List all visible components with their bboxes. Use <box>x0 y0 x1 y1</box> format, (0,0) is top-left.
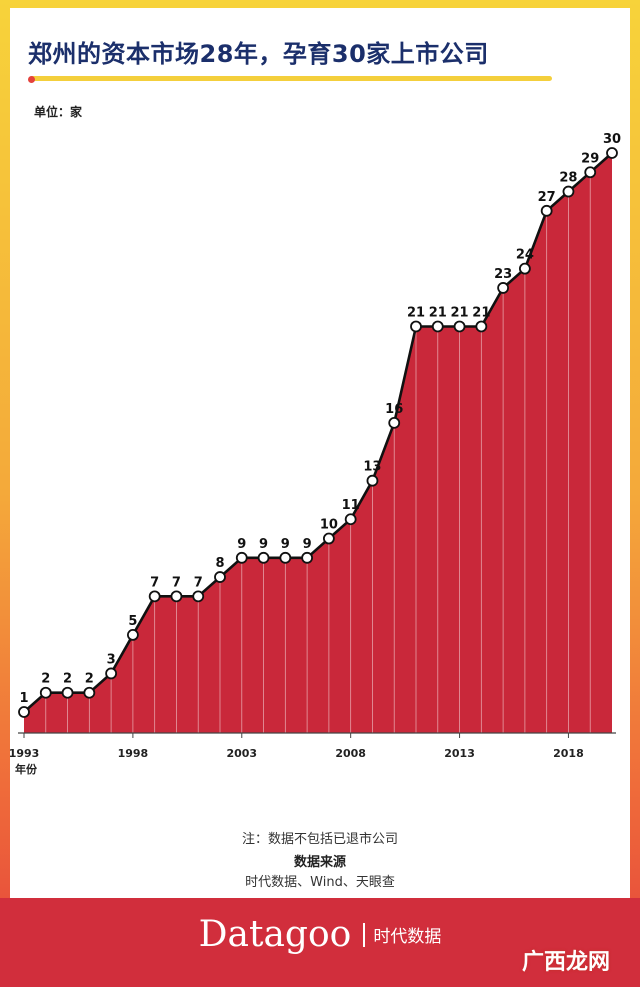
x-tick-label: 1998 <box>118 747 149 760</box>
data-point <box>257 551 270 564</box>
data-label: 2 <box>63 672 72 687</box>
title-underline-dot <box>28 76 35 83</box>
brand-name: Datagoo <box>198 914 352 955</box>
data-point <box>279 551 292 564</box>
source-text: 时代数据、Wind、天眼查 <box>245 875 395 890</box>
data-label: 28 <box>559 171 577 186</box>
data-point <box>562 185 575 198</box>
data-point <box>214 571 226 583</box>
data-point <box>497 282 510 294</box>
data-point <box>83 686 96 699</box>
footer-bar <box>0 898 640 987</box>
data-point <box>105 667 118 680</box>
data-label: 2 <box>41 672 50 687</box>
data-label: 9 <box>237 537 246 552</box>
data-label: 13 <box>363 460 381 475</box>
unit-label: 单位：家 <box>34 105 83 119</box>
data-label: 24 <box>516 248 534 263</box>
data-label: 21 <box>407 305 425 320</box>
data-label: 10 <box>320 518 338 533</box>
data-point <box>606 147 618 159</box>
data-label: 16 <box>385 402 403 417</box>
data-label: 21 <box>472 305 490 320</box>
brand-divider <box>363 922 366 947</box>
data-label: 7 <box>150 575 159 590</box>
title-underline <box>30 76 552 81</box>
data-label: 29 <box>581 151 599 166</box>
data-point <box>192 590 205 603</box>
data-point <box>344 513 357 526</box>
data-point <box>170 590 183 603</box>
data-label: 9 <box>281 537 290 552</box>
data-label: 7 <box>194 575 203 590</box>
data-point <box>584 166 597 179</box>
x-tick-label: 2018 <box>553 747 584 760</box>
data-label: 27 <box>538 190 556 205</box>
data-label: 8 <box>215 556 224 571</box>
data-label: 23 <box>494 267 512 282</box>
data-point <box>453 320 466 333</box>
brand-logo: Datagoo 时代数据 <box>0 914 640 955</box>
data-point <box>540 204 553 217</box>
data-label: 2 <box>85 672 94 687</box>
data-point <box>148 590 161 603</box>
data-label: 7 <box>172 575 181 590</box>
x-axis-label: 年份 <box>15 762 38 776</box>
data-point <box>301 551 314 564</box>
data-label: 5 <box>128 614 137 629</box>
data-point <box>410 320 422 333</box>
data-point <box>388 416 401 429</box>
x-tick-label: 2008 <box>335 747 366 760</box>
watermark: 广西龙网 <box>521 950 610 975</box>
data-point <box>322 532 335 545</box>
data-point <box>126 628 139 641</box>
chart-title: 郑州的资本市场28年，孕育30家上市公司 <box>28 40 489 68</box>
data-point <box>39 686 52 699</box>
data-label: 9 <box>303 537 312 552</box>
data-label: 11 <box>342 498 360 513</box>
data-point <box>366 474 379 487</box>
data-label: 21 <box>451 305 469 320</box>
data-point <box>518 262 531 275</box>
data-point <box>235 551 248 564</box>
data-label: 30 <box>603 132 621 147</box>
brand-cn-name: 时代数据 <box>373 927 442 947</box>
data-label: 3 <box>107 652 116 667</box>
data-point <box>18 706 30 718</box>
x-tick-label: 2013 <box>444 747 475 760</box>
x-tick-label: 2003 <box>226 747 257 760</box>
area-fill <box>24 153 612 733</box>
source-heading: 数据来源 <box>293 855 346 870</box>
data-point <box>61 686 74 699</box>
series-line <box>23 152 613 713</box>
footnote: 注：数据不包括已退市公司 <box>241 832 398 847</box>
data-label: 21 <box>429 305 447 320</box>
data-label: 9 <box>259 537 268 552</box>
data-point <box>475 320 488 333</box>
data-label: 1 <box>19 691 28 706</box>
x-tick-label: 1993 <box>9 747 40 760</box>
data-point <box>431 320 444 333</box>
